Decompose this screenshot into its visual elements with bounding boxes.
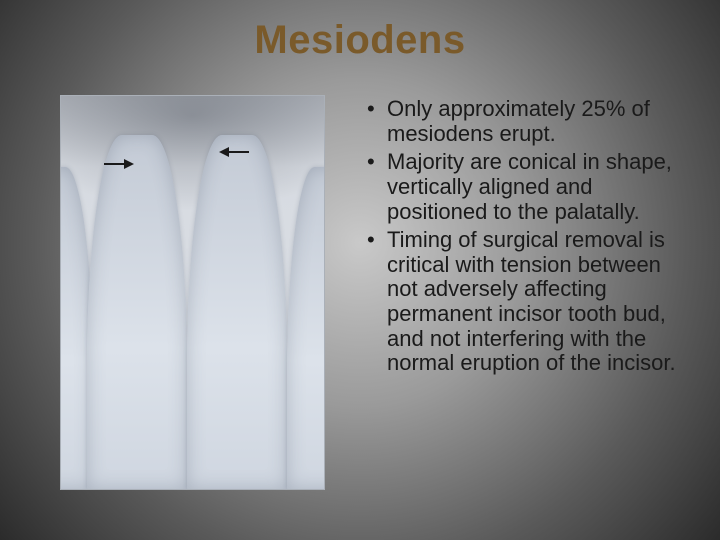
bullet-item: Majority are conical in shape, verticall… <box>365 150 690 224</box>
slide-title: Mesiodens <box>0 18 720 63</box>
tooth-shape <box>87 135 187 489</box>
indicator-arrow-icon <box>124 159 134 169</box>
content-row: Only approximately 25% of mesiodens erup… <box>60 95 690 490</box>
radiograph-image <box>60 95 325 490</box>
indicator-arrow-icon <box>219 147 229 157</box>
tooth-shape <box>187 135 287 489</box>
bullet-item: Timing of surgical removal is critical w… <box>365 228 690 376</box>
bullet-list: Only approximately 25% of mesiodens erup… <box>365 95 690 490</box>
bullet-item: Only approximately 25% of mesiodens erup… <box>365 97 690 146</box>
